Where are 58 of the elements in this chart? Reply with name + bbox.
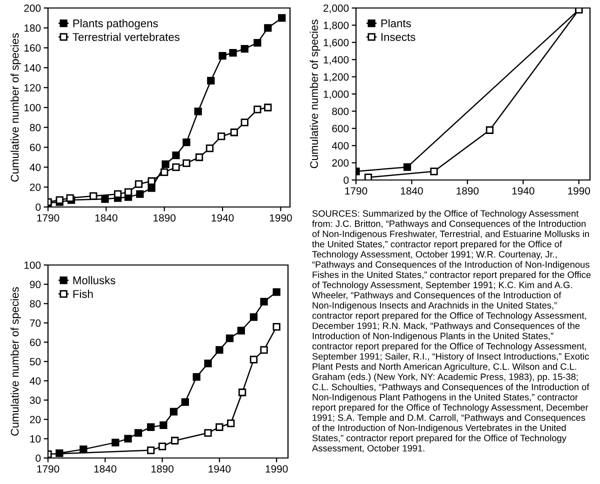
x-tick-label: 1840 xyxy=(95,214,118,222)
y-tick-label: 0 xyxy=(36,454,41,462)
x-tick-label: 1790 xyxy=(37,214,60,222)
legend-label: Mollusks xyxy=(73,276,116,284)
y-tick-label: 20 xyxy=(30,184,41,191)
y-tick-label: 1,600 xyxy=(324,38,349,48)
y-tick-label: 60 xyxy=(30,144,41,152)
y-tick-label: 600 xyxy=(332,124,349,132)
y-tick-label: 100 xyxy=(24,262,41,269)
y-tick-label: 70 xyxy=(30,319,41,327)
text: SOURCES: Summarized by the Office of Technology Assessment from: J.C. Britton, “Pathways and Consequences of the Introduction of Non-Indigenous Freshwater, Terrestrial, and Estuarine Mollusks in the United States,” contractor report prepared for the Office of Technology Assessment, October 1991; W.R. Courtenay, Jr., “Pathways and Consequences of the Introduction of Non-Indigenous Fishes in the United States,” contractor report prepared for the Office of Technology Assessment, September 1991; K.C. Kim and A.G. Wheeler, “Pathways and Consequences of the Introduction of Non-Indigenous Insects and Arachnids in the United States,” contractor report prepared for the Office of Technology Assessment, December 1991; R.N. Mack, “Pathways and Consequences of the Introduction of Non-Indigenous Plants in the United States,” contractor report prepared for the Office of Technology Assessment, September 1991; Sailer, R.I., “History of Insect Introductions,” Exotic Plant Pests and North American Agriculture, C.L. Wilson and C.L. Graham (eds.) (New York, NY: Academic Press, 1983), pp. 15-38; C.L. Schoulties, “Pathways and Consequences of the Introduction of Non-Indigenous Plant Pathogens in the United States,” contractor report prepared for the Office of Technology Assessment, December 1991; S.A. Temple and D.M. Carroll, “Pathways and Consequences of the Introduction of Non-Indigenous Vertebrates in the United States,” contractor report prepared for the Office of Technology Assessment, October 1991. xyxy=(312,210,591,453)
y-tick-label: 140 xyxy=(24,64,41,72)
x-tick-label: 1890 xyxy=(456,187,479,195)
y-tick-label: 30 xyxy=(30,396,41,404)
y-tick-label: 90 xyxy=(30,280,41,288)
y-tick-label: 1,000 xyxy=(324,90,349,100)
y-tick-label: 800 xyxy=(332,108,349,116)
y-tick-label: 200 xyxy=(332,159,349,167)
y-tick-label: 1,400 xyxy=(324,56,349,65)
y-tick-label: 0 xyxy=(36,204,41,211)
legend-label: Plants xyxy=(381,19,411,28)
x-tick-label: 1890 xyxy=(151,465,174,473)
y-tick-label: 200 xyxy=(24,4,41,12)
legend-label: Plants pathogens xyxy=(73,19,158,30)
y-tick-label: 160 xyxy=(24,44,41,52)
y-tick-label: 1,800 xyxy=(324,22,349,30)
y-tick-label: 0 xyxy=(344,176,349,184)
x-tick-label: 1940 xyxy=(512,187,534,195)
y-tick-label: 10 xyxy=(30,435,41,443)
y-axis-title: Cumulative number of species xyxy=(10,33,21,182)
x-tick-label: 1840 xyxy=(94,465,116,473)
y-tick-label: 40 xyxy=(30,377,41,385)
legend-label: Fish xyxy=(73,290,93,298)
x-tick-label: 1790 xyxy=(37,465,60,473)
y-tick-label: 180 xyxy=(24,24,41,32)
x-tick-label: 1940 xyxy=(212,214,234,222)
x-tick-label: 1840 xyxy=(400,187,423,195)
x-tick-label: 1890 xyxy=(154,214,176,222)
y-tick-label: 1,200 xyxy=(324,73,349,82)
x-tick-label: 1990 xyxy=(270,214,292,222)
x-tick-label: 1990 xyxy=(266,465,288,473)
legend-label: Insects xyxy=(381,33,416,41)
y-axis-title: Cumulative number of species xyxy=(10,287,21,436)
y-tick-label: 80 xyxy=(30,124,41,132)
legend-label: Terrestrial vertebrates xyxy=(72,32,180,41)
y-tick-label: 50 xyxy=(30,358,41,366)
y-tick-label: 20 xyxy=(30,416,41,424)
y-tick-label: 400 xyxy=(332,142,349,150)
x-tick-label: 1940 xyxy=(208,465,231,473)
y-tick-label: 40 xyxy=(30,164,41,172)
x-tick-label: 1790 xyxy=(345,187,368,195)
y-tick-label: 120 xyxy=(24,84,41,92)
x-tick-label: 1990 xyxy=(568,187,590,195)
y-tick-label: 2,000 xyxy=(324,4,349,14)
y-tick-label: 60 xyxy=(30,338,41,346)
y-axis-title: Cumulative number of species xyxy=(310,20,320,168)
y-tick-label: 80 xyxy=(30,300,41,308)
y-tick-label: 100 xyxy=(24,104,41,112)
